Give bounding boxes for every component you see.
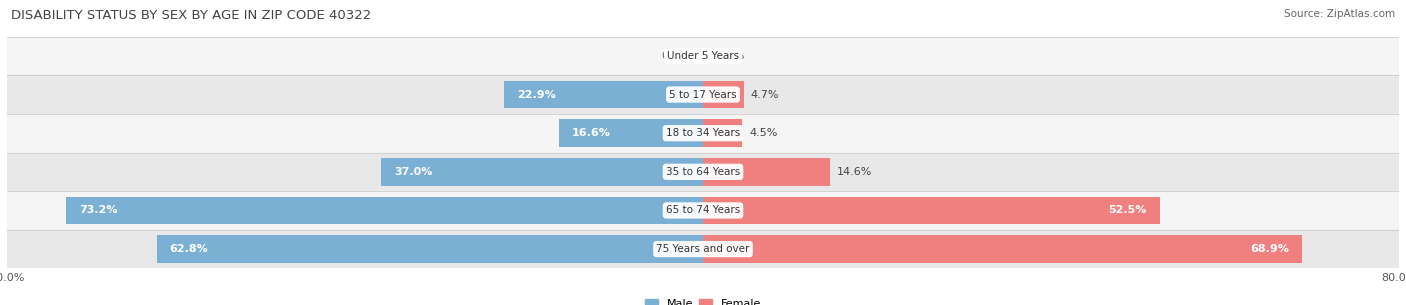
Legend: Male, Female: Male, Female	[640, 295, 766, 305]
Text: 4.5%: 4.5%	[749, 128, 778, 138]
Text: 4.7%: 4.7%	[751, 90, 779, 99]
Text: 18 to 34 Years: 18 to 34 Years	[666, 128, 740, 138]
Text: DISABILITY STATUS BY SEX BY AGE IN ZIP CODE 40322: DISABILITY STATUS BY SEX BY AGE IN ZIP C…	[11, 9, 371, 22]
Text: 68.9%: 68.9%	[1250, 244, 1289, 254]
Text: 14.6%: 14.6%	[837, 167, 872, 177]
Bar	[381, 158, 703, 186]
Text: 5 to 17 Years: 5 to 17 Years	[669, 90, 737, 99]
Bar	[503, 81, 703, 109]
Bar	[66, 196, 703, 224]
Text: Under 5 Years: Under 5 Years	[666, 51, 740, 61]
Bar	[703, 119, 742, 147]
Text: 73.2%: 73.2%	[79, 206, 118, 215]
Bar	[7, 191, 1399, 230]
Text: 0.0%: 0.0%	[716, 51, 744, 61]
Text: Source: ZipAtlas.com: Source: ZipAtlas.com	[1284, 9, 1395, 19]
Text: 16.6%: 16.6%	[572, 128, 610, 138]
Bar	[703, 196, 1160, 224]
Bar	[703, 158, 830, 186]
Bar	[7, 114, 1399, 152]
Text: 75 Years and over: 75 Years and over	[657, 244, 749, 254]
Text: 52.5%: 52.5%	[1108, 206, 1147, 215]
Bar	[7, 75, 1399, 114]
Text: 65 to 74 Years: 65 to 74 Years	[666, 206, 740, 215]
Bar	[558, 119, 703, 147]
Text: 0.0%: 0.0%	[662, 51, 690, 61]
Text: 35 to 64 Years: 35 to 64 Years	[666, 167, 740, 177]
Bar	[703, 235, 1302, 263]
Bar	[703, 81, 744, 109]
Bar	[7, 37, 1399, 75]
Bar	[7, 152, 1399, 191]
Text: 37.0%: 37.0%	[394, 167, 433, 177]
Bar	[156, 235, 703, 263]
Text: 62.8%: 62.8%	[170, 244, 208, 254]
Bar	[7, 230, 1399, 268]
Text: 22.9%: 22.9%	[517, 90, 555, 99]
